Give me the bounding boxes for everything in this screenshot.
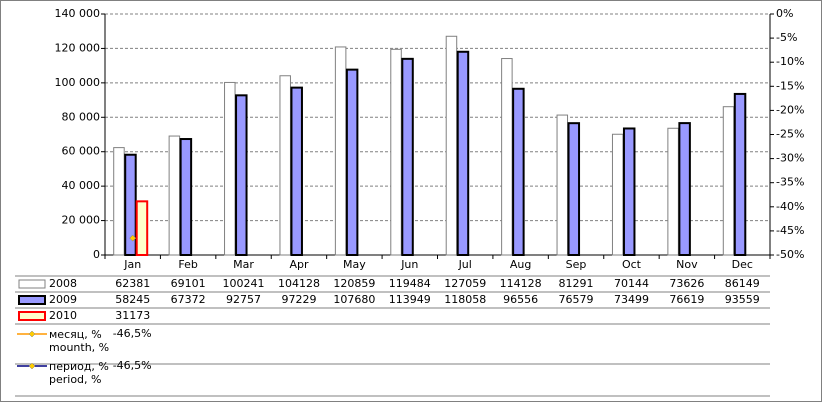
x-tick-label: Oct: [622, 258, 642, 271]
bar: [179, 138, 193, 256]
bar: [678, 122, 691, 256]
legend-label: месяц, % mounth, %: [49, 328, 110, 354]
bar: [611, 133, 624, 256]
y-tick-label: 40 000: [62, 179, 101, 192]
y-tick-label: 140 000: [55, 7, 101, 20]
table-value: 93559: [725, 293, 760, 306]
legend-key: [18, 295, 46, 305]
bar: [556, 114, 569, 256]
legend-key: [18, 311, 46, 321]
bar: [456, 50, 470, 256]
table-value: 81291: [559, 277, 594, 290]
table-value: 120859: [333, 277, 375, 290]
bar: [334, 46, 347, 256]
table-value: 76619: [669, 293, 704, 306]
y2-tick-label: -15%: [776, 79, 804, 92]
table-value: 119484: [389, 277, 431, 290]
y2-tick-label: -50%: [776, 248, 804, 261]
y2-tick-label: -45%: [776, 224, 804, 237]
legend-label: период, % period, %: [49, 360, 109, 386]
y2-tick-label: -20%: [776, 103, 804, 116]
x-tick-label: Nov: [676, 258, 698, 271]
x-tick-label: Sep: [566, 258, 587, 271]
y2-tick-label: -5%: [776, 31, 797, 44]
legend-label: 2009: [49, 293, 77, 306]
table-value: 76579: [559, 293, 594, 306]
table-value: 58245: [115, 293, 150, 306]
y2-tick-label: 0%: [776, 7, 793, 20]
bar: [345, 68, 359, 257]
bar: [722, 106, 735, 256]
table-value: 118058: [444, 293, 486, 306]
y-tick-label: 120 000: [55, 41, 101, 54]
table-value: 73626: [669, 277, 704, 290]
bar: [235, 94, 248, 256]
y2-tick-label: -30%: [776, 152, 804, 165]
y-tick-label: 100 000: [55, 76, 101, 89]
legend-key: [18, 279, 46, 289]
table-value: 31173: [115, 309, 150, 322]
bar: [135, 200, 149, 256]
bar: [622, 127, 636, 256]
table-value: 70144: [614, 277, 649, 290]
y2-tick-label: -40%: [776, 200, 804, 213]
table-value: 114128: [500, 277, 542, 290]
table-value: 97229: [281, 293, 316, 306]
bar: [667, 127, 679, 256]
bar: [279, 75, 291, 256]
x-tick-label: Jun: [400, 258, 418, 271]
table-value: -46,5%: [113, 327, 152, 340]
x-tick-label: Jul: [458, 258, 472, 271]
bar: [567, 122, 581, 256]
legend-label: 2008: [49, 277, 77, 290]
table-value: 86149: [725, 277, 760, 290]
bar: [224, 81, 236, 256]
line-marker: [129, 234, 137, 242]
bar: [401, 57, 414, 256]
y-tick-label: 0: [93, 248, 100, 261]
table-value: 92757: [226, 293, 261, 306]
table-value: 104128: [278, 277, 320, 290]
bar: [733, 92, 747, 256]
x-tick-label: Feb: [178, 258, 197, 271]
table-value: 69101: [171, 277, 206, 290]
x-tick-label: May: [343, 258, 366, 271]
y-tick-label: 80 000: [62, 110, 101, 123]
table-value: 67372: [171, 293, 206, 306]
x-tick-label: Jan: [123, 258, 141, 271]
bar: [113, 147, 125, 256]
bar: [501, 58, 513, 256]
bar: [390, 48, 402, 256]
legend-key-marker: [28, 330, 36, 338]
y2-tick-label: -35%: [776, 176, 804, 189]
y-tick-label: 60 000: [62, 145, 101, 158]
x-tick-label: Dec: [732, 258, 753, 271]
x-tick-label: Aug: [510, 258, 531, 271]
y2-tick-label: -25%: [776, 128, 804, 141]
x-tick-label: Mar: [233, 258, 254, 271]
y2-tick-label: -10%: [776, 55, 804, 68]
table-value: 113949: [389, 293, 431, 306]
table-value: -46,5%: [113, 359, 152, 372]
x-tick-label: Apr: [289, 258, 309, 271]
bar: [168, 135, 181, 256]
table-value: 62381: [115, 277, 150, 290]
bar: [290, 86, 303, 256]
bar: [512, 87, 525, 257]
legend-label: 2010: [49, 309, 77, 322]
y-tick-label: 20 000: [62, 214, 101, 227]
table-value: 96556: [503, 293, 538, 306]
legend-key-marker: [28, 362, 36, 370]
table-value: 127059: [444, 277, 486, 290]
bar: [445, 35, 458, 256]
table-value: 73499: [614, 293, 649, 306]
table-value: 100241: [223, 277, 265, 290]
table-value: 107680: [333, 293, 375, 306]
